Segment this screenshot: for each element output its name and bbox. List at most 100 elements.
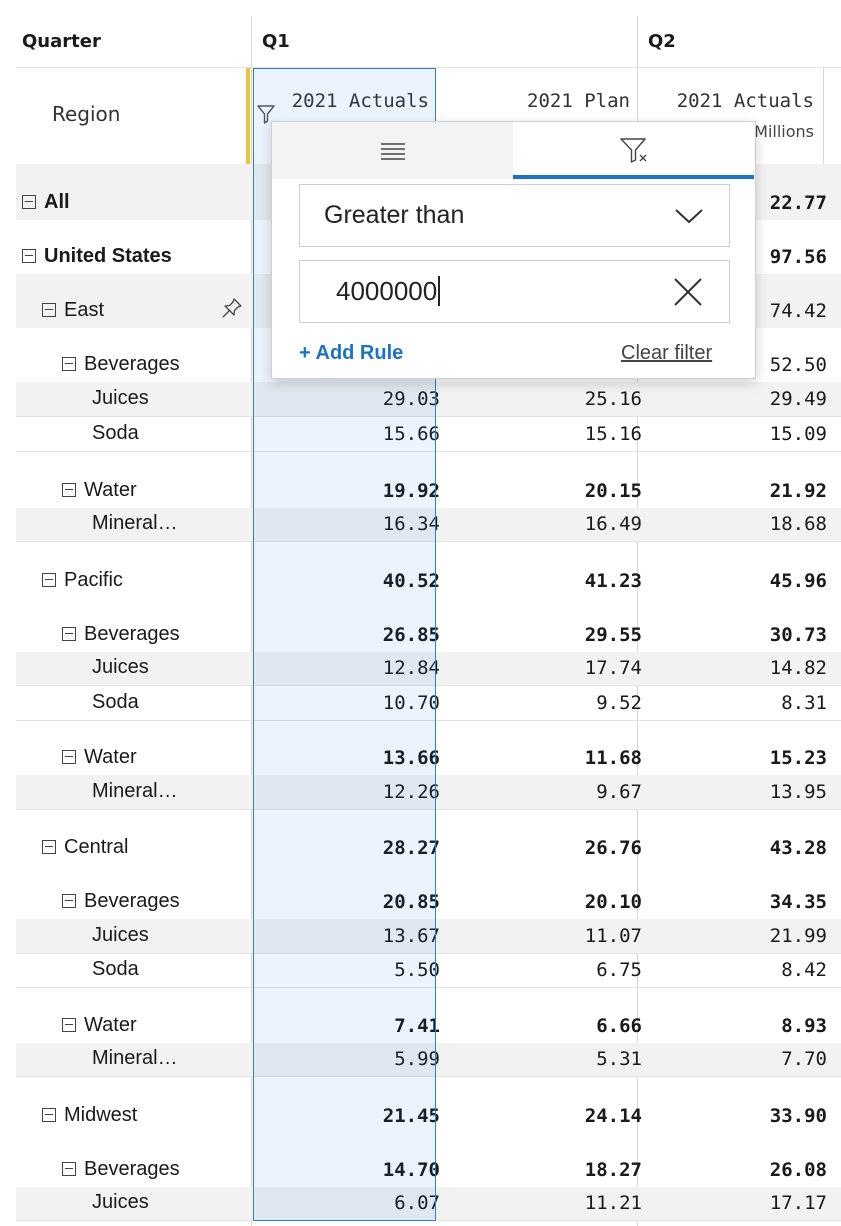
collapse-icon[interactable] <box>62 750 76 764</box>
collapse-icon[interactable] <box>62 1162 76 1176</box>
cell-value[interactable]: 15.09 <box>769 423 827 445</box>
cell-value[interactable]: 15.23 <box>769 747 827 769</box>
cell-value[interactable]: 20.10 <box>584 891 642 913</box>
table-row[interactable]: Beverages 52.50 <box>16 328 841 382</box>
cell-value[interactable]: 26.08 <box>769 1159 827 1181</box>
table-row[interactable]: United States 97.56 <box>16 220 841 274</box>
cell-value[interactable]: 18.27 <box>584 1159 642 1181</box>
cell-value[interactable]: 13.66 <box>382 747 440 769</box>
cell-value[interactable]: 43.28 <box>769 837 827 859</box>
table-row[interactable]: Soda 10.70 9.52 8.31 <box>16 686 841 721</box>
cell-value[interactable]: 16.49 <box>584 513 642 535</box>
cell-value[interactable]: 18.68 <box>769 513 827 535</box>
cell-value[interactable]: 11.07 <box>584 925 642 947</box>
q1-header[interactable]: Q1 <box>262 31 290 52</box>
cell-value[interactable]: 15.16 <box>584 423 642 445</box>
cell-value[interactable]: 12.84 <box>382 657 440 679</box>
table-row[interactable]: Central 28.27 26.76 43.28 <box>16 810 841 865</box>
tab-list[interactable] <box>272 122 513 179</box>
table-row[interactable]: Soda 15.66 15.16 15.09 <box>16 417 841 452</box>
cell-value[interactable]: 8.42 <box>781 959 827 981</box>
table-row[interactable]: Mineral… 5.99 5.31 7.70 <box>16 1043 841 1077</box>
table-row[interactable]: Water 13.66 11.68 15.23 <box>16 721 841 775</box>
filter-icon[interactable] <box>254 102 278 126</box>
cell-value[interactable]: 7.41 <box>394 1015 440 1037</box>
close-icon[interactable] <box>671 275 705 309</box>
cell-value[interactable]: 16.34 <box>382 513 440 535</box>
cell-value[interactable]: 5.50 <box>394 959 440 981</box>
table-row[interactable]: Water 7.41 6.66 8.93 <box>16 988 841 1043</box>
cell-value[interactable]: 10.70 <box>382 692 440 714</box>
cell-value[interactable]: 33.90 <box>769 1105 827 1127</box>
cell-value[interactable]: 17.74 <box>584 657 642 679</box>
table-row[interactable]: Juices 13.67 11.07 21.99 <box>16 919 841 954</box>
cell-value[interactable]: 29.03 <box>382 388 440 410</box>
table-row[interactable]: Beverages 14.70 18.27 26.08 <box>16 1133 841 1187</box>
collapse-icon[interactable] <box>62 627 76 641</box>
collapse-icon[interactable] <box>42 1108 56 1122</box>
cell-value[interactable]: 40.52 <box>382 570 440 592</box>
cell-value[interactable]: 5.99 <box>394 1048 440 1070</box>
table-row[interactable]: Beverages 26.85 29.55 30.73 <box>16 598 841 652</box>
q2-actuals-header[interactable]: 2021 Actuals <box>676 90 814 112</box>
cell-value[interactable]: 45.96 <box>769 570 827 592</box>
cell-value[interactable]: 17.17 <box>769 1192 827 1214</box>
collapse-icon[interactable] <box>62 357 76 371</box>
cell-value[interactable]: 19.92 <box>382 480 440 502</box>
cell-value[interactable]: 9.52 <box>596 692 642 714</box>
filter-value-input[interactable]: 4000000 <box>299 260 730 323</box>
table-row[interactable]: Juices 6.07 11.21 17.17 <box>16 1187 841 1221</box>
collapse-icon[interactable] <box>62 483 76 497</box>
cell-value[interactable]: 22.77 <box>769 192 827 214</box>
table-row[interactable]: Soda 5.50 6.75 8.42 <box>16 954 841 988</box>
collapse-icon[interactable] <box>62 894 76 908</box>
table-row[interactable]: Beverages 20.85 20.10 34.35 <box>16 865 841 919</box>
cell-value[interactable]: 97.56 <box>769 246 827 268</box>
cell-value[interactable]: 74.42 <box>769 300 827 322</box>
q2-header[interactable]: Q2 <box>648 31 676 52</box>
cell-value[interactable]: 14.82 <box>769 657 827 679</box>
cell-value[interactable]: 28.27 <box>382 837 440 859</box>
cell-value[interactable]: 6.07 <box>394 1192 440 1214</box>
table-row[interactable]: Juices 29.03 25.16 29.49 <box>16 382 841 417</box>
cell-value[interactable]: 6.75 <box>596 959 642 981</box>
cell-value[interactable]: 20.85 <box>382 891 440 913</box>
add-rule-button[interactable]: + Add Rule <box>299 342 404 364</box>
operator-dropdown[interactable]: Greater than <box>299 184 730 247</box>
cell-value[interactable]: 29.55 <box>584 624 642 646</box>
tab-filter[interactable] <box>513 122 754 179</box>
cell-value[interactable]: 8.93 <box>781 1015 827 1037</box>
table-row[interactable]: Juices 12.84 17.74 14.82 <box>16 652 841 686</box>
cell-value[interactable]: 26.76 <box>584 837 642 859</box>
collapse-icon[interactable] <box>62 1018 76 1032</box>
cell-value[interactable]: 21.45 <box>382 1105 440 1127</box>
cell-value[interactable]: 30.73 <box>769 624 827 646</box>
cell-value[interactable]: 12.26 <box>382 781 440 803</box>
cell-value[interactable]: 13.95 <box>769 781 827 803</box>
cell-value[interactable]: 11.68 <box>584 747 642 769</box>
cell-value[interactable]: 24.14 <box>584 1105 642 1127</box>
cell-value[interactable]: 14.70 <box>382 1159 440 1181</box>
collapse-icon[interactable] <box>42 303 56 317</box>
q1-actuals-header[interactable]: 2021 Actuals <box>291 90 429 112</box>
cell-value[interactable]: 11.21 <box>584 1192 642 1214</box>
cell-value[interactable]: 26.85 <box>382 624 440 646</box>
cell-value[interactable]: 6.66 <box>596 1015 642 1037</box>
collapse-icon[interactable] <box>22 249 36 263</box>
cell-value[interactable]: 5.31 <box>596 1048 642 1070</box>
collapse-icon[interactable] <box>42 573 56 587</box>
cell-value[interactable]: 21.92 <box>769 480 827 502</box>
collapse-icon[interactable] <box>42 840 56 854</box>
cell-value[interactable]: 8.31 <box>781 692 827 714</box>
cell-value[interactable]: 15.66 <box>382 423 440 445</box>
table-row[interactable]: Pacific 40.52 41.23 45.96 <box>16 542 841 598</box>
cell-value[interactable]: 34.35 <box>769 891 827 913</box>
cell-value[interactable]: 13.67 <box>382 925 440 947</box>
cell-value[interactable]: 20.15 <box>584 480 642 502</box>
collapse-icon[interactable] <box>22 195 36 209</box>
cell-value[interactable]: 29.49 <box>769 388 827 410</box>
table-row[interactable]: Midwest 21.45 24.14 33.90 <box>16 1077 841 1133</box>
table-row[interactable]: Water 19.92 20.15 21.92 <box>16 452 841 508</box>
cell-value[interactable]: 7.70 <box>781 1048 827 1070</box>
table-row[interactable]: Mineral… 16.34 16.49 18.68 <box>16 508 841 542</box>
